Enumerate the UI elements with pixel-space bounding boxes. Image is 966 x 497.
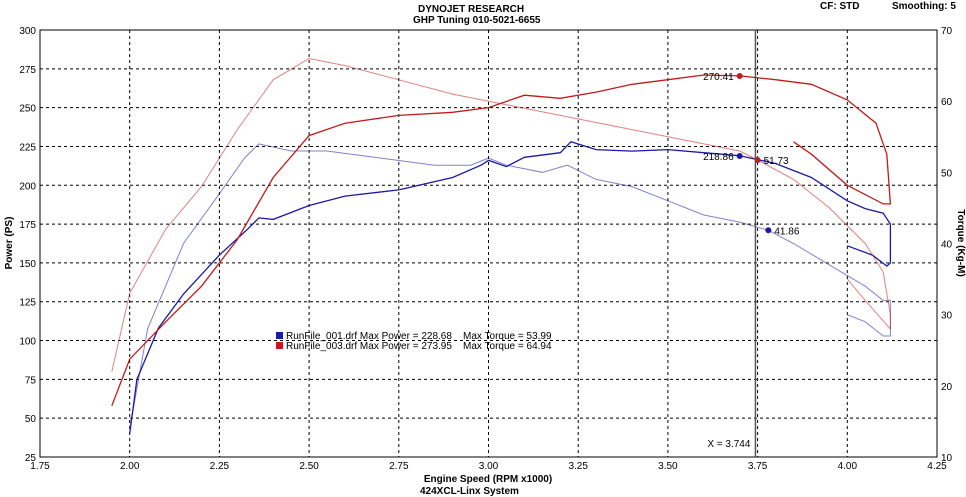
cursor-label: X = 3.744 [707,439,751,450]
x-tick-label: 4.00 [838,461,858,472]
marker-point [736,152,743,159]
grid-lines [40,30,937,457]
x-tick-label: 3.75 [748,461,768,472]
marker-label: 41.86 [774,226,799,237]
marker-label: 218.86 [703,152,734,163]
marker-point [736,72,743,79]
x-tick-label: 2.75 [389,461,409,472]
chart-subtitle: GHP Tuning 010-5021-6655 [413,15,541,26]
marker-label: 270.41 [703,72,734,83]
legend-swatch-run003 [276,342,283,349]
smoothing-label: Smoothing: 5 [892,1,956,12]
y-right-tick-label: 10 [941,453,953,464]
y-right-tick-label: 60 [941,97,953,108]
y-left-tick-label: 50 [25,414,37,425]
marker-point [765,227,772,234]
power-line-runfile003drf [111,74,892,407]
series-curves [111,57,892,434]
tick-labels: 1.75 2.00 2.25 2.50 2.75 3.00 3.25 3.50 3.75 4.00… [19,26,952,472]
y-right-tick-label: 30 [941,311,953,322]
x-tick-label: 2.25 [210,461,230,472]
torque-line-runfile003drf [111,57,891,372]
y-left-tick-label: 100 [19,337,36,348]
power-line-runfile001drf [129,141,892,434]
legend: RunFile_001.drf Max Power = 228.68 Max T… [276,331,552,352]
x-tick-label: 2.00 [120,461,140,472]
x-tick-label: 3.50 [658,461,678,472]
y-left-tick-label: 200 [19,181,36,192]
plot-frame [39,29,938,458]
y-left-tick-label: 300 [19,26,36,37]
y-left-tick-label: 75 [25,375,37,386]
y-right-tick-label: 40 [941,240,953,251]
y-right-tick-label: 20 [941,382,953,393]
y-axis-right-label: Torque (Kg-M) [955,209,966,277]
cf-label: CF: STD [820,1,860,12]
legend-entry-run001: RunFile_001.drf Max Power = 228.68 Max T… [286,331,552,342]
y-left-tick-label: 250 [19,104,36,115]
torque-line-runfile001drf [129,143,891,429]
y-right-tick-label: 50 [941,168,953,179]
y-left-tick-label: 125 [19,298,36,309]
y-left-tick-label: 25 [25,453,37,464]
y-right-tick-label: 70 [941,26,953,37]
value-markers: 270.41 218.86 51.73 41.86 [703,72,800,237]
x-axis-label: Engine Speed (RPM x1000) [424,474,552,485]
y-left-tick-label: 225 [19,142,36,153]
legend-swatch-run001 [276,332,283,339]
x-tick-label: 1.75 [30,461,50,472]
x-tick-label: 3.25 [568,461,588,472]
x-tick-label: 4.25 [927,461,947,472]
legend-entry-run003: RunFile_003.drf Max Power = 273.95 Max T… [286,341,552,352]
x-tick-label: 2.50 [299,461,319,472]
y-left-tick-label: 150 [19,259,36,270]
y-left-tick-label: 175 [19,220,36,231]
marker-label: 51.73 [764,156,789,167]
y-left-tick-label: 275 [19,65,36,76]
footer-label: 424XCL-Linx System [420,486,519,497]
x-tick-label: 3.00 [479,461,499,472]
y-axis-left-label: Power (PS) [4,217,15,270]
chart-title: DYNOJET RESEARCH [418,4,525,15]
